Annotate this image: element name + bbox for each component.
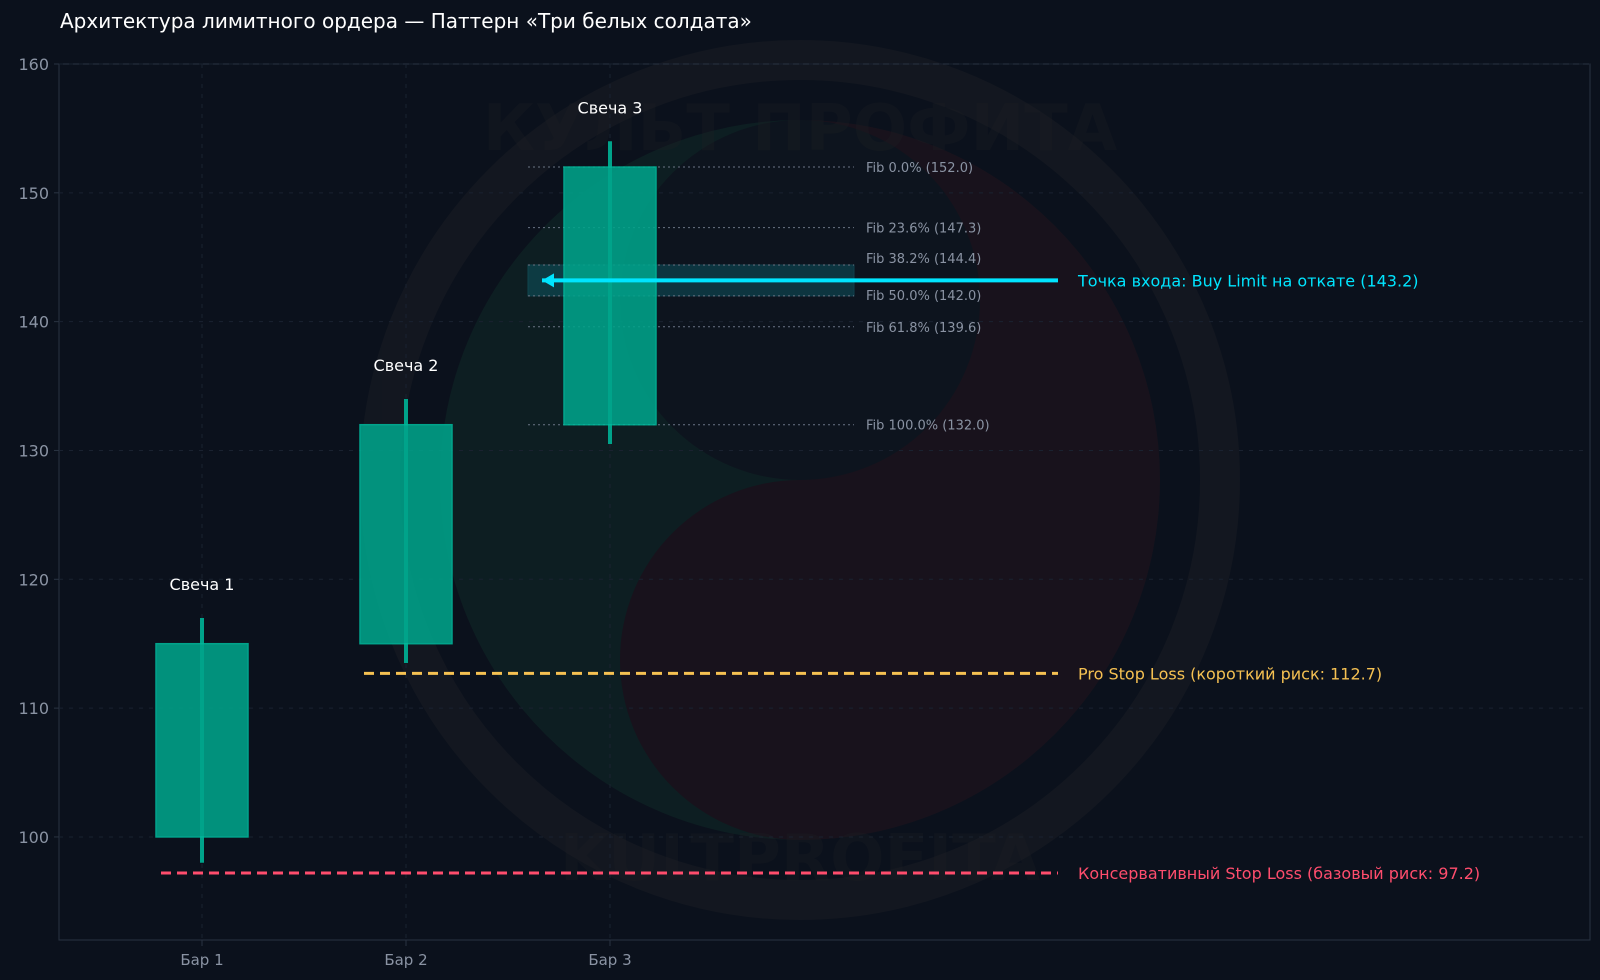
entry-arrow-icon [542,273,554,288]
pro-stop-label: Pro Stop Loss (короткий риск: 112.7) [1078,664,1382,683]
levels: Точка входа: Buy Limit на откате (143.2)… [161,271,1480,883]
y-tick-label: 130 [18,441,49,460]
candle-body [563,166,657,426]
y-tick-label: 100 [18,828,49,847]
watermark-logo: КУЛЬТ ПРОФИТА KULTPROFITA [360,40,1240,920]
candles: Свеча 1 Свеча 2 Свеча 3 [155,98,657,863]
candle-label: Свеча 2 [374,356,439,375]
candle-label: Свеча 3 [578,98,643,117]
fib-label: Fib 100.0% (132.0) [866,419,990,434]
fib-label: Fib 61.8% (139.6) [866,321,981,336]
x-axis: Бар 1 Бар 2 Бар 3 [180,940,632,969]
watermark-top-text: КУЛЬТ ПРОФИТА [483,92,1118,166]
fib-label: Fib 0.0% (152.0) [866,161,973,176]
y-tick-label: 120 [18,570,49,589]
fib-label: Fib 38.2% (144.4) [866,252,981,267]
plot-frame [58,63,1591,941]
y-tick-label: 160 [18,55,49,74]
x-tick-label: Бар 2 [384,951,427,969]
candle-label: Свеча 1 [170,575,235,594]
chart-title: Архитектура лимитного ордера — Паттерн «… [60,9,752,33]
fib-label: Fib 23.6% (147.3) [866,222,981,237]
y-tick-label: 140 [18,313,49,332]
conservative-stop-label: Консервативный Stop Loss (базовый риск: … [1078,864,1480,883]
fib-label: Fib 50.0% (142.0) [866,289,981,304]
watermark-bottom-text: KULTPROFITA [560,822,1041,896]
candle-body [359,423,453,645]
candle-body [155,642,249,838]
y-axis: 100 110 120 130 140 150 160 [18,55,59,847]
x-tick-label: Бар 1 [180,951,223,969]
entry-label: Точка входа: Buy Limit на откате (143.2) [1077,271,1419,290]
y-tick-label: 150 [18,184,49,203]
x-tick-label: Бар 3 [588,951,631,969]
y-tick-label: 110 [18,699,49,718]
fib-levels: Fib 0.0% (152.0) Fib 23.6% (147.3) Fib 38.… [527,161,990,434]
